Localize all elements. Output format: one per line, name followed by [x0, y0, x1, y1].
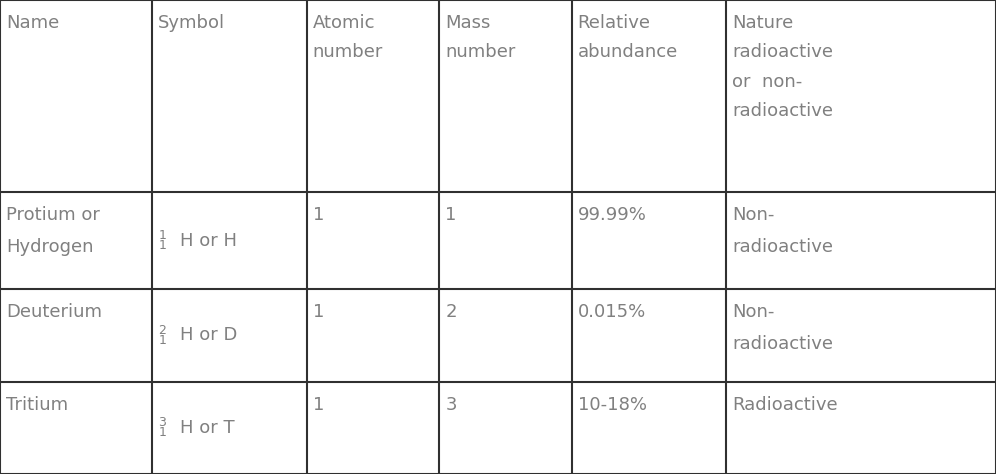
Text: H or H: H or H [180, 232, 237, 249]
Text: Radioactive: Radioactive [732, 396, 838, 414]
Text: 1: 1 [158, 229, 166, 242]
Text: 3: 3 [445, 396, 457, 414]
Text: Deuterium: Deuterium [6, 303, 102, 321]
Text: 1: 1 [445, 206, 456, 224]
Text: 10-18%: 10-18% [578, 396, 646, 414]
Text: H or T: H or T [180, 419, 235, 437]
Text: 99.99%: 99.99% [578, 206, 646, 224]
Text: Nature
radioactive
or  non-
radioactive: Nature radioactive or non- radioactive [732, 14, 833, 120]
Text: Name: Name [6, 14, 59, 32]
Text: Non-
radioactive: Non- radioactive [732, 206, 833, 256]
Text: Tritium: Tritium [6, 396, 68, 414]
Text: 1: 1 [158, 334, 166, 347]
Text: Atomic
number: Atomic number [313, 14, 383, 62]
Text: H or D: H or D [180, 327, 238, 344]
Text: Symbol: Symbol [158, 14, 225, 32]
Text: 2: 2 [445, 303, 457, 321]
Text: 2: 2 [158, 324, 166, 337]
Text: 1: 1 [158, 239, 166, 252]
Text: Protium or
Hydrogen: Protium or Hydrogen [6, 206, 100, 256]
Text: 1: 1 [158, 427, 166, 439]
Text: Relative
abundance: Relative abundance [578, 14, 678, 62]
Text: Non-
radioactive: Non- radioactive [732, 303, 833, 353]
Text: 0.015%: 0.015% [578, 303, 646, 321]
Text: 1: 1 [313, 206, 324, 224]
Text: Mass
number: Mass number [445, 14, 516, 62]
Text: 3: 3 [158, 416, 166, 429]
Text: 1: 1 [313, 396, 324, 414]
Text: 1: 1 [313, 303, 324, 321]
